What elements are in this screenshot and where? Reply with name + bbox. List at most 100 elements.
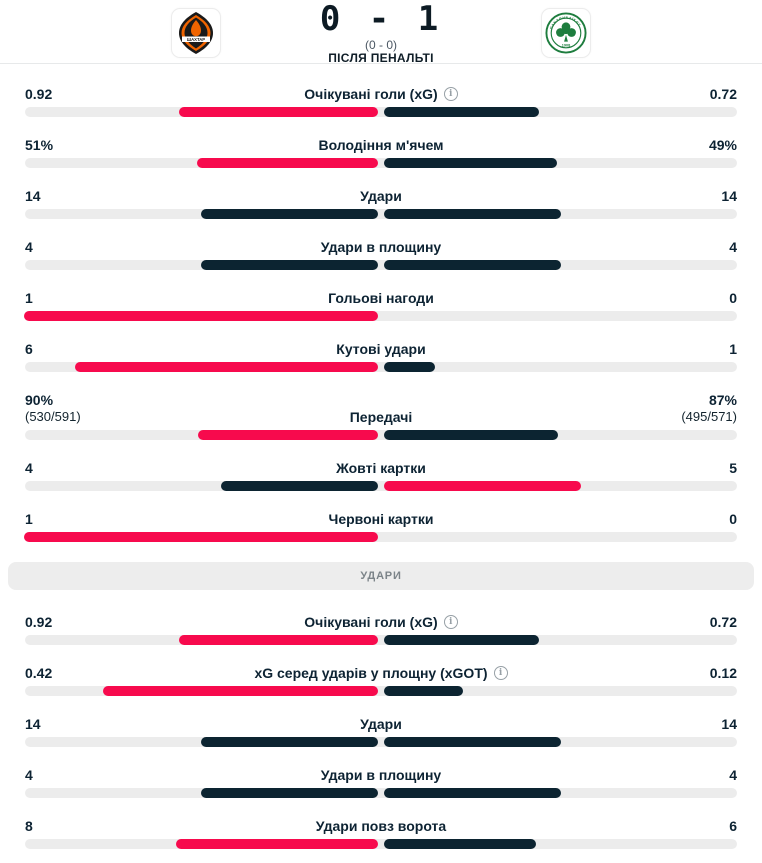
away-stat-bar [384,158,557,168]
stat-label-text: Кутові удари [336,341,426,357]
section-header-band: УДАРИ [8,562,754,590]
away-stat-number: 0.72 [709,86,737,102]
away-stat-number: 4 [729,767,737,783]
match-header: ШАХТАР 0 - 1 (0 - 0) ПІСЛЯ ПЕНАЛЬТІ ΠΑΝΑ… [0,0,762,64]
away-stat-value: 49% [667,137,737,153]
away-stat-value: 0 [667,511,737,527]
home-stat-value: 4 [25,239,95,255]
home-stat-number: 1 [25,511,33,527]
stats-sections: 0.92 Очікувані голи (xG) i 0.72 51% [0,64,762,849]
home-stat-number: 14 [25,188,41,204]
stat-label: Жовті картки i [336,460,426,476]
stat-label: Передачі i [350,409,413,425]
stat-row: 6 Кутові удари i 1 [25,341,737,372]
away-stat-value: 0.12 [667,665,737,681]
info-icon[interactable]: i [493,666,508,680]
home-stat-bar [179,107,378,117]
home-stat-value: 14 [25,188,95,204]
home-stat-bar [24,532,378,542]
home-stat-value: 1 [25,290,95,306]
away-stat-bar [384,686,463,696]
stat-bar-track [25,430,737,440]
away-stat-bar [384,839,536,849]
stat-bar-track [25,362,737,372]
stat-bar-track [25,635,737,645]
home-stat-number: 0.42 [25,665,53,681]
home-stat-number: 8 [25,818,33,834]
home-team-logo[interactable]: ШАХТАР [171,8,221,58]
stat-label-text: xG серед ударів у площну (xGOT) [254,665,488,681]
stat-bar-track [25,788,737,798]
stat-label: Гольові нагоди i [328,290,434,306]
stat-row: 14 Удари i 14 [25,716,737,747]
info-icon[interactable]: i [443,87,458,101]
home-stat-number: 1 [25,290,33,306]
home-stat-number: 51% [25,137,54,153]
stat-row: 0.92 Очікувані голи (xG) i 0.72 [25,614,737,645]
stat-row: 4 Жовті картки i 5 [25,460,737,491]
home-stat-number: 0.92 [25,614,53,630]
away-stat-value: 14 [667,188,737,204]
away-stat-detail: (495/571) [681,409,737,424]
away-stat-value: 5 [667,460,737,476]
stat-label: Очікувані голи (xG) i [304,86,458,102]
info-icon[interactable]: i [443,615,458,629]
stats-section: 0.92 Очікувані голи (xG) i 0.72 0.42 [0,614,762,849]
home-stat-number: 4 [25,767,33,783]
halftime-score: (0 - 0) [364,38,397,52]
stat-row: 1 Червоні картки i 0 [24,511,737,542]
stat-row: 14 Удари i 14 [25,188,737,219]
stat-label: Удари в площину i [321,239,441,255]
stat-row: 0.92 Очікувані голи (xG) i 0.72 [25,86,737,117]
stat-label: Червоні картки i [328,511,433,527]
stat-bar-track [25,839,737,849]
home-stat-number: 4 [25,239,33,255]
stat-row: 0.42 xG серед ударів у площну (xGOT) i 0… [25,665,737,696]
stat-label-text: Удари в площину [320,767,442,783]
stat-label-text: Володіння м'ячем [318,137,444,153]
home-stat-bar [201,737,378,747]
home-stat-value: 1 [25,511,95,527]
home-stat-value: 0.92 [25,614,95,630]
home-stat-number: 4 [25,460,33,476]
stat-bar-track [25,260,737,270]
away-stat-bar [384,481,581,491]
stat-label-text: Удари [360,716,402,732]
away-stat-number: 5 [729,460,737,476]
away-stat-value: 6 [667,818,737,834]
away-team-logo[interactable]: ΠΑΝΑΘΗΝΑΪΚΟΣ 1908 [541,8,591,58]
away-stat-number: 0.12 [709,665,737,681]
home-stat-number: 90% [25,392,54,408]
match-score: 0 - 1 [319,0,443,39]
home-stat-detail: (530/591) [25,409,81,424]
stat-row: 51% Володіння м'ячем i 49% [25,137,737,168]
stat-bar-track [25,158,737,168]
away-stat-number: 6 [729,818,737,834]
home-stat-number: 14 [25,716,41,732]
home-stat-value: 4 [25,767,95,783]
away-stat-value: 14 [667,716,737,732]
away-stat-bar [384,362,435,372]
stat-label: Очікувані голи (xG) i [304,614,458,630]
home-stat-value: 8 [25,818,95,834]
home-stat-value: 0.42 [25,665,95,681]
away-stat-value: 0 [667,290,737,306]
stat-bar-track [25,209,737,219]
home-stat-value: 4 [25,460,95,476]
stat-bar-track [25,481,737,491]
home-stat-bar [24,311,378,321]
away-stat-bar [384,430,558,440]
stats-section: 0.92 Очікувані голи (xG) i 0.72 51% [0,64,762,542]
stat-bar-track [25,686,737,696]
stat-label-text: Очікувані голи (xG) [304,86,438,102]
home-stat-bar [75,362,378,372]
away-stat-number: 14 [721,716,737,732]
svg-text:1908: 1908 [562,43,570,47]
away-stat-bar [384,209,561,219]
away-stat-value: 4 [667,239,737,255]
stat-label: Удари повз ворота i [316,818,446,834]
home-stat-bar [197,158,378,168]
home-stat-bar [201,260,378,270]
away-stat-number: 0 [729,511,737,527]
away-stat-value: 4 [667,767,737,783]
